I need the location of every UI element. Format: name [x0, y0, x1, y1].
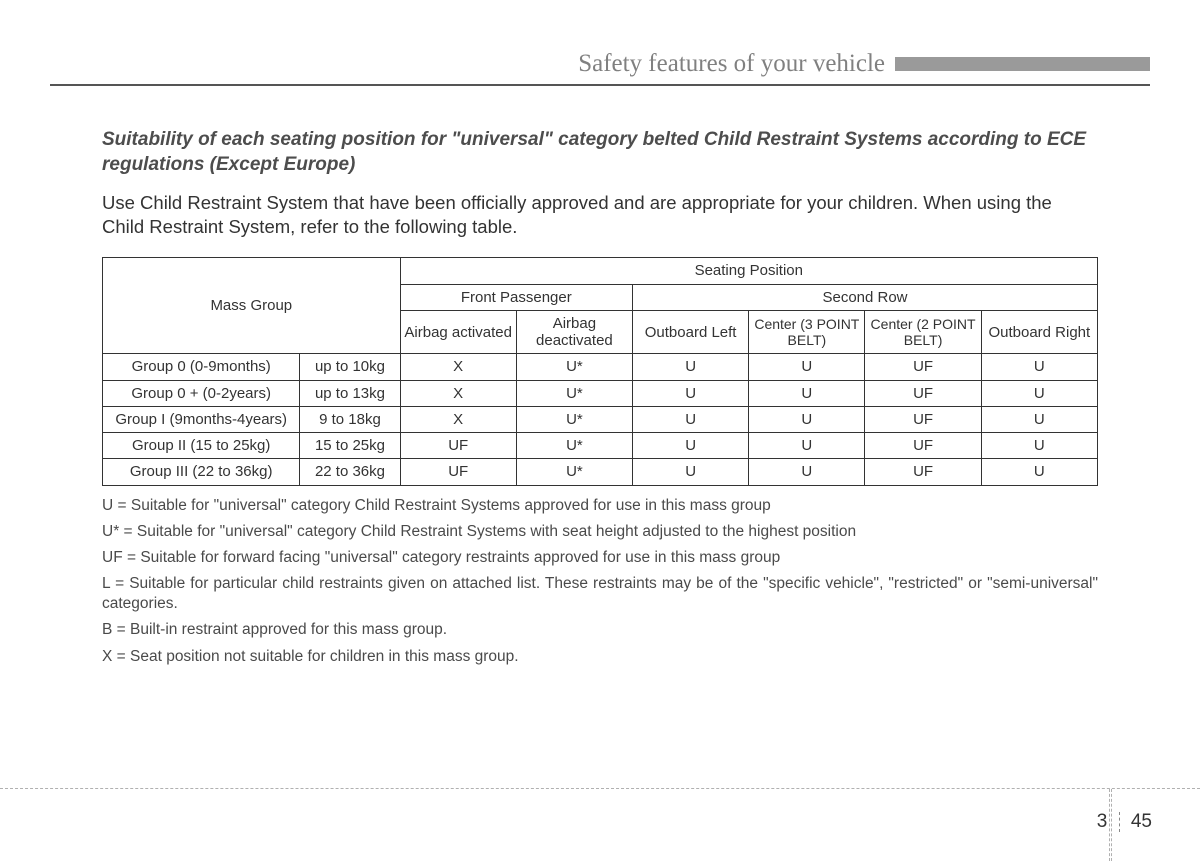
- cell-value: U*: [516, 433, 632, 459]
- table-row: Group 0 + (0-2years)up to 13kgXU*UUUFU: [103, 380, 1098, 406]
- legend-line: B = Built-in restraint approved for this…: [102, 620, 1098, 640]
- cell-value: U*: [516, 406, 632, 432]
- th-center-3pt: Center (3 POINT BELT): [749, 310, 865, 354]
- cell-mass: 22 to 36kg: [300, 459, 400, 485]
- th-seating-position: Seating Position: [400, 258, 1097, 284]
- cell-group: Group I (9months-4years): [103, 406, 300, 432]
- legend-line: X = Seat position not suitable for child…: [102, 647, 1098, 667]
- cell-value: U: [981, 354, 1097, 380]
- page-number-value: 45: [1131, 811, 1152, 832]
- header-accent-bar: [895, 57, 1150, 71]
- th-center-2pt: Center (2 POINT BELT): [865, 310, 981, 354]
- th-airbag-activated: Airbag activated: [400, 310, 516, 354]
- cell-value: U: [981, 406, 1097, 432]
- cell-value: U*: [516, 459, 632, 485]
- cell-value: U: [633, 354, 749, 380]
- cell-value: UF: [865, 459, 981, 485]
- cell-value: UF: [865, 406, 981, 432]
- th-outboard-left: Outboard Left: [633, 310, 749, 354]
- th-airbag-deactivated: Airbag deactivated: [516, 310, 632, 354]
- cell-value: U: [633, 406, 749, 432]
- cell-value: U*: [516, 380, 632, 406]
- legend-line: UF = Suitable for forward facing "univer…: [102, 548, 1098, 568]
- th-front-passenger: Front Passenger: [400, 284, 632, 310]
- cell-value: X: [400, 380, 516, 406]
- footer-separator: [1119, 812, 1120, 832]
- cell-value: U: [633, 380, 749, 406]
- cell-value: X: [400, 406, 516, 432]
- cell-mass: up to 10kg: [300, 354, 400, 380]
- cell-value: U: [749, 380, 865, 406]
- cell-group: Group II (15 to 25kg): [103, 433, 300, 459]
- header-title: Safety features of your vehicle: [578, 50, 895, 78]
- cell-group: Group 0 + (0-2years): [103, 380, 300, 406]
- legend-line: U = Suitable for "universal" category Ch…: [102, 496, 1098, 516]
- section-intro: Use Child Restraint System that have bee…: [102, 191, 1098, 239]
- cell-group: Group III (22 to 36kg): [103, 459, 300, 485]
- header-rule: [50, 84, 1150, 86]
- cell-value: UF: [865, 380, 981, 406]
- suitability-table: Mass Group Seating Position Front Passen…: [102, 257, 1098, 485]
- cell-value: UF: [865, 354, 981, 380]
- legend-notes: U = Suitable for "universal" category Ch…: [102, 496, 1098, 667]
- table-row: Group 0 (0-9months)up to 10kgXU*UUUFU: [103, 354, 1098, 380]
- cell-mass: 15 to 25kg: [300, 433, 400, 459]
- crop-mark-horizontal: [0, 788, 1200, 789]
- cell-value: U: [981, 433, 1097, 459]
- th-outboard-right: Outboard Right: [981, 310, 1097, 354]
- cell-value: U*: [516, 354, 632, 380]
- legend-line: L = Suitable for particular child restra…: [102, 574, 1098, 614]
- cell-value: U: [633, 433, 749, 459]
- cell-value: X: [400, 354, 516, 380]
- page-number: 3 45: [1097, 811, 1152, 833]
- cell-value: U: [749, 354, 865, 380]
- th-mass-group: Mass Group: [103, 258, 401, 354]
- legend-line: U* = Suitable for "universal" category C…: [102, 522, 1098, 542]
- cell-value: U: [981, 459, 1097, 485]
- cell-value: U: [633, 459, 749, 485]
- cell-value: U: [749, 433, 865, 459]
- table-row: Group I (9months-4years)9 to 18kgXU*UUUF…: [103, 406, 1098, 432]
- table-row: Group III (22 to 36kg)22 to 36kgUFU*UUUF…: [103, 459, 1098, 485]
- th-second-row: Second Row: [633, 284, 1098, 310]
- page-header: Safety features of your vehicle: [50, 50, 1150, 78]
- chapter-number: 3: [1097, 811, 1108, 832]
- cell-value: UF: [865, 433, 981, 459]
- cell-mass: 9 to 18kg: [300, 406, 400, 432]
- cell-value: U: [749, 406, 865, 432]
- cell-group: Group 0 (0-9months): [103, 354, 300, 380]
- cell-value: UF: [400, 433, 516, 459]
- cell-value: U: [981, 380, 1097, 406]
- cell-value: U: [749, 459, 865, 485]
- section-title: Suitability of each seating position for…: [102, 128, 1098, 177]
- cell-mass: up to 13kg: [300, 380, 400, 406]
- cell-value: UF: [400, 459, 516, 485]
- table-row: Group II (15 to 25kg)15 to 25kgUFU*UUUFU: [103, 433, 1098, 459]
